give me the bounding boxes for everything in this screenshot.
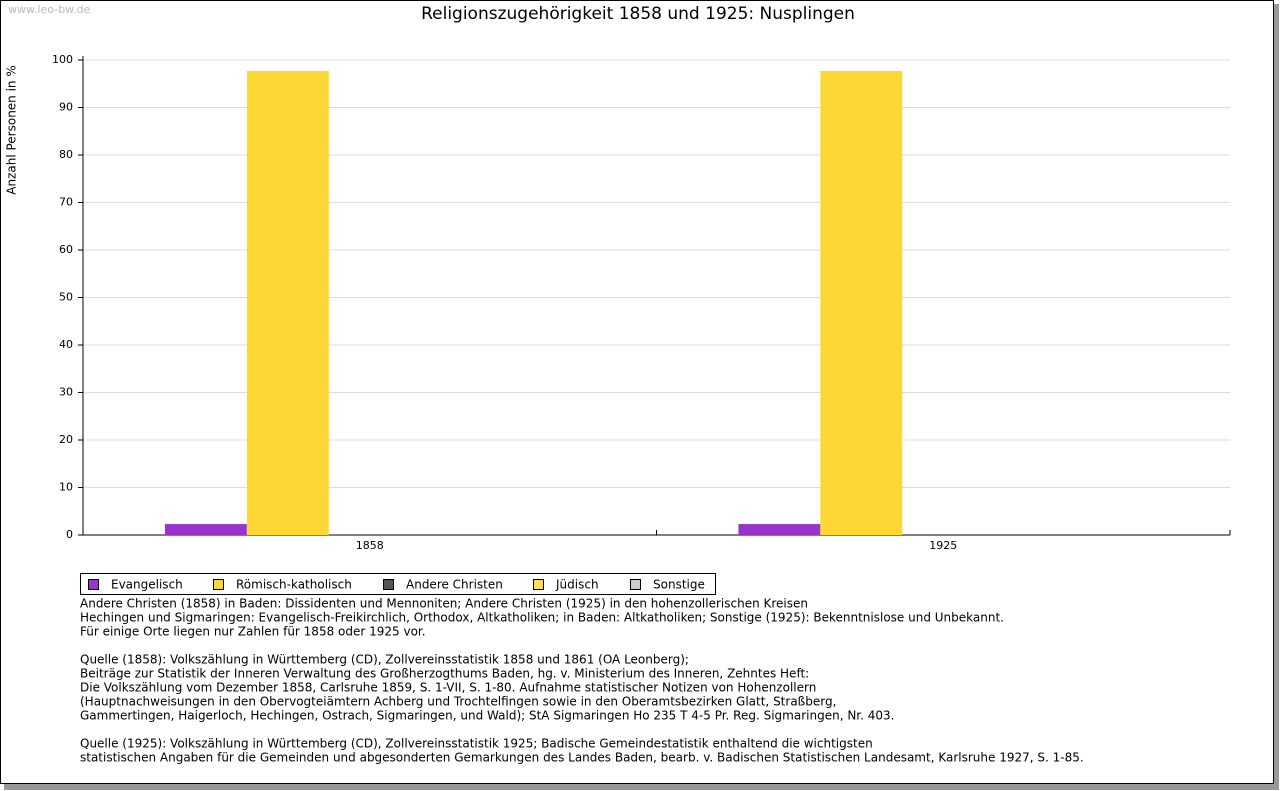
note-line: Andere Christen (1858) in Baden: Disside… <box>80 597 808 611</box>
legend-label: Jüdisch <box>555 578 599 592</box>
legend-swatch <box>383 579 394 590</box>
y-tick-label: 70 <box>59 196 73 209</box>
legend-label: Andere Christen <box>406 578 503 592</box>
note-line: Beiträge zur Statistik der Inneren Verwa… <box>80 667 809 681</box>
y-tick-label: 30 <box>59 386 73 399</box>
note-line: Quelle (1925): Volkszählung in Württembe… <box>80 737 873 751</box>
y-tick-label: 60 <box>59 243 73 256</box>
legend-swatch <box>213 579 224 590</box>
y-tick-label: 80 <box>59 148 73 161</box>
y-tick-label: 50 <box>59 291 73 304</box>
y-tick-label: 10 <box>59 481 73 494</box>
note-line: Für einige Orte liegen nur Zahlen für 18… <box>80 625 426 639</box>
y-axis-label: Anzahl Personen in % <box>5 65 19 195</box>
y-tick-label: 90 <box>59 101 73 114</box>
legend-swatch <box>88 579 99 590</box>
y-tick-label: 0 <box>66 528 73 541</box>
x-tick-label: 1858 <box>356 539 384 552</box>
note-line: Die Volkszählung vom Dezember 1858, Carl… <box>80 681 816 695</box>
legend <box>80 573 716 595</box>
bar <box>164 524 247 535</box>
legend-swatch <box>630 579 641 590</box>
bar <box>820 70 903 536</box>
note-line: Hechingen und Sigmaringen: Evangelisch-F… <box>80 611 1004 625</box>
note-line: Gammertingen, Haigerloch, Hechingen, Ost… <box>80 709 894 723</box>
legend-label: Evangelisch <box>111 578 183 592</box>
note-line: (Hauptnachweisungen in den Obervogteiämt… <box>80 695 836 709</box>
legend-label: Sonstige <box>653 578 705 592</box>
chart-title: Religionszugehörigkeit 1858 und 1925: Nu… <box>421 4 855 24</box>
y-tick-label: 40 <box>59 338 73 351</box>
legend-swatch <box>533 579 544 590</box>
y-tick-label: 20 <box>59 433 73 446</box>
watermark: www.leo-bw.de <box>8 3 91 16</box>
legend-label: Römisch-katholisch <box>236 578 352 592</box>
note-line: Quelle (1858): Volkszählung in Württembe… <box>80 653 689 667</box>
note-line: statistischen Angaben für die Gemeinden … <box>80 751 1084 765</box>
bar <box>246 70 329 536</box>
x-tick-label: 1925 <box>929 539 957 552</box>
y-tick-label: 100 <box>52 53 73 66</box>
bar <box>738 524 821 535</box>
